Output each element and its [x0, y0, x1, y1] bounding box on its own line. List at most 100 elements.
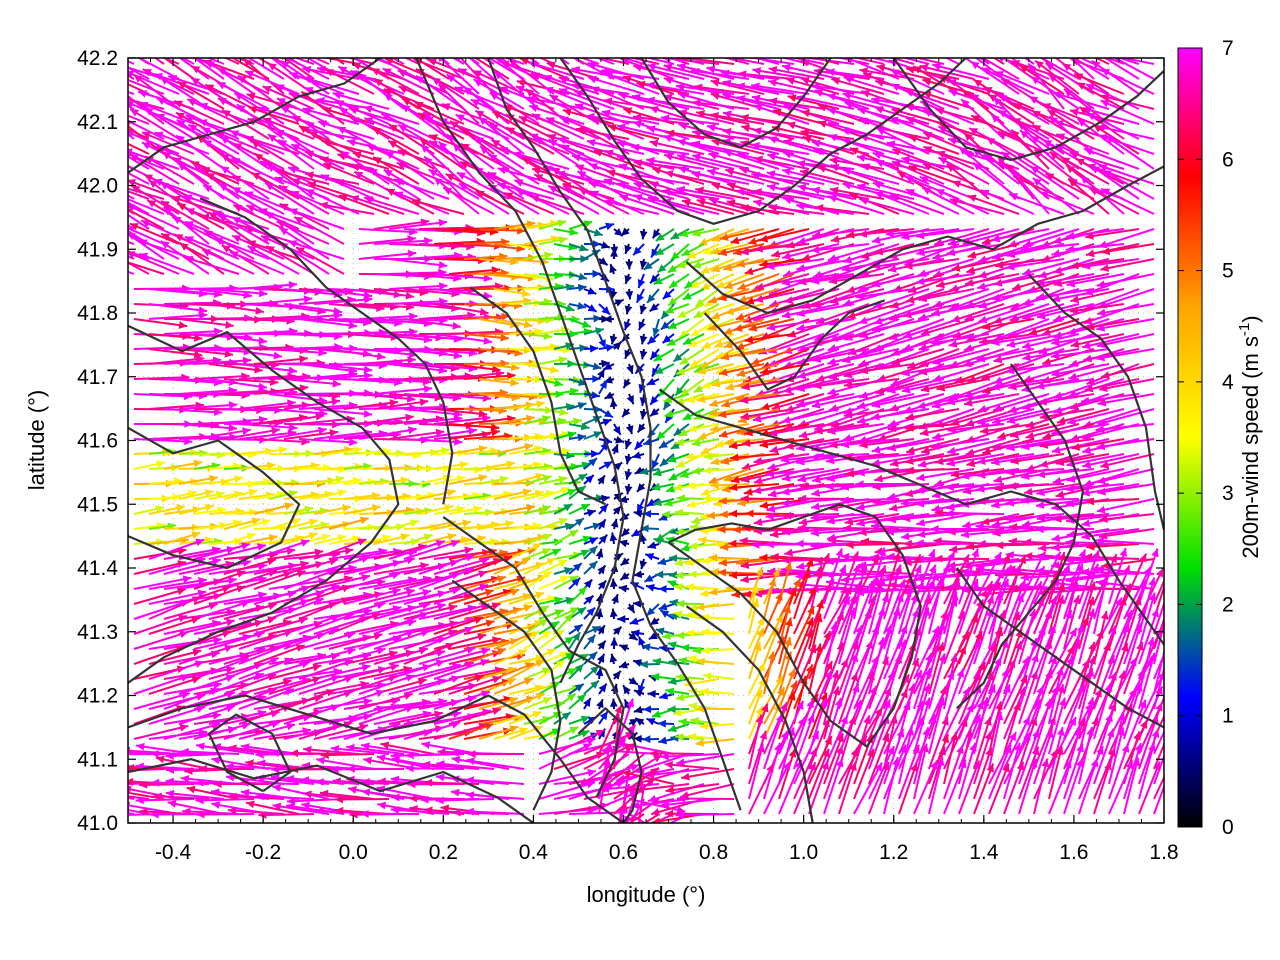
wind-vector [388, 318, 448, 322]
wind-vector [515, 188, 570, 215]
wind-vector-head [363, 295, 373, 304]
wind-vector-head [463, 28, 472, 36]
wind-vector [1036, 288, 1095, 299]
wind-vector-head [676, 83, 685, 91]
wind-vector-head [571, 66, 581, 74]
wind-vector [1022, 228, 1080, 248]
wind-vector-head [454, 86, 464, 94]
wind-vector [919, 175, 975, 200]
wind-vector-head [698, 238, 708, 246]
wind-vector [433, 273, 493, 280]
wind-vector-head [994, 261, 1004, 269]
wind-vector-head [787, 48, 796, 56]
wind-vector-head [891, 83, 901, 92]
wind-vector [478, 116, 525, 155]
wind-vector-head [734, 324, 743, 332]
wind-vector [448, 284, 504, 290]
wind-vector [298, 124, 345, 155]
wind-vector [1083, 288, 1140, 311]
wind-vector-head [563, 186, 573, 194]
wind-vector [843, 526, 900, 530]
wind-vector [944, 58, 960, 65]
wind-vector-head [827, 107, 837, 115]
wind-vector-head [908, 165, 918, 173]
wind-vector-head [849, 147, 859, 155]
wind-vector [128, 204, 180, 230]
wind-vector-head [198, 119, 208, 127]
wind-vector-head [633, 181, 643, 190]
wind-vector-head [687, 251, 697, 259]
wind-vector [128, 119, 165, 140]
wind-vector [935, 108, 990, 125]
wind-vector [765, 258, 825, 269]
wind-vector-head [801, 109, 811, 118]
wind-vector [796, 303, 855, 316]
wind-vector [128, 208, 165, 230]
wind-vector-head [963, 132, 973, 142]
wind-vector-head [534, 137, 544, 145]
wind-vector-head [828, 276, 838, 285]
wind-vector-head [415, 75, 425, 84]
wind-vector [1096, 125, 1155, 140]
wind-vector-head [150, 47, 159, 55]
wind-vector-head [607, 124, 617, 132]
wind-vector [947, 137, 1005, 155]
wind-vector [663, 94, 720, 110]
wind-vector-head [649, 303, 659, 312]
wind-vector [767, 79, 825, 95]
wind-vector-head [723, 149, 733, 157]
wind-vector-head [174, 234, 184, 242]
wind-vector [141, 131, 195, 155]
wind-vector-head [981, 67, 991, 75]
wind-vector [346, 139, 405, 155]
wind-vector [324, 68, 375, 95]
wind-vector [376, 58, 420, 80]
wind-vector [842, 182, 900, 200]
wind-vector-head [130, 108, 140, 117]
wind-vector [600, 69, 660, 80]
wind-vector-head [274, 176, 284, 184]
wind-vector-head [892, 148, 902, 156]
wind-vector-head [700, 266, 710, 274]
wind-vector-head [849, 193, 859, 201]
wind-vector-head [740, 204, 749, 212]
wind-vector [603, 178, 660, 200]
wind-vector [264, 182, 315, 215]
wind-vector-head [1077, 118, 1087, 127]
wind-vector [155, 113, 210, 140]
wind-vector [933, 228, 990, 246]
wind-vector-head [991, 234, 1001, 243]
wind-vector-head [317, 65, 326, 74]
wind-vector-head [786, 77, 795, 85]
wind-vector-head [229, 251, 239, 259]
wind-vector [298, 318, 358, 328]
wind-vector-head [649, 139, 659, 148]
wind-vector-head [647, 49, 656, 57]
wind-vector [129, 153, 180, 185]
wind-vector-head [692, 261, 702, 269]
wind-vector [830, 164, 885, 185]
wind-vector-head [236, 34, 245, 42]
wind-vector [251, 171, 300, 200]
wind-vector [257, 58, 270, 65]
wind-vector-head [133, 74, 143, 83]
wind-vector [768, 205, 825, 215]
wind-vector-head [677, 310, 687, 318]
wind-vector-head [119, 89, 128, 97]
wind-vector [272, 58, 285, 65]
wind-vector [1060, 156, 1110, 185]
wind-vector [238, 283, 298, 290]
wind-vector-head [531, 72, 540, 80]
wind-vector-head [368, 40, 377, 47]
wind-vector [503, 191, 555, 215]
wind-vector [302, 76, 360, 95]
wind-vector-head [497, 182, 507, 190]
wind-vector [889, 193, 945, 215]
wind-vector-head [394, 191, 404, 199]
wind-vector-head [800, 76, 810, 85]
wind-vector [826, 93, 885, 110]
wind-vector-head [655, 233, 665, 241]
wind-vector-head [858, 230, 868, 238]
wind-vector-head [970, 94, 980, 102]
wind-vector-head [382, 68, 392, 76]
